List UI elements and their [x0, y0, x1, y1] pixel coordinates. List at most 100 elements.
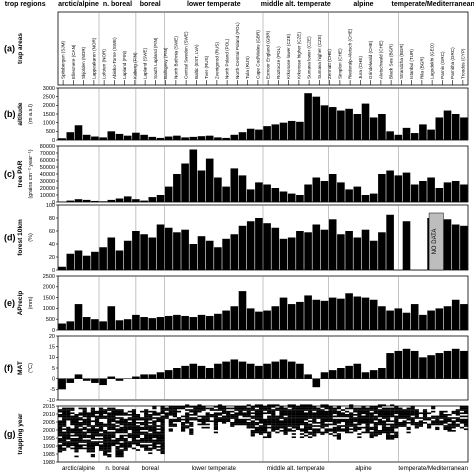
- heat-cell: [418, 412, 423, 415]
- heat-cell: [463, 425, 469, 427]
- site-name: Exmoor England (GBR): [266, 30, 271, 79]
- bar: [123, 196, 132, 202]
- heat-cell: [176, 410, 182, 413]
- heat-cell: [160, 415, 165, 418]
- heat-cell: [140, 410, 145, 413]
- heat-cell: [455, 423, 460, 426]
- heat-cell: [176, 406, 182, 408]
- heat-cell: [357, 418, 362, 421]
- bar: [460, 304, 468, 330]
- heat-cell: [111, 417, 116, 419]
- heat-cell: [148, 410, 153, 413]
- heat-cell: [308, 423, 313, 426]
- bar: [99, 321, 107, 330]
- heat-cell: [271, 423, 276, 426]
- heat-cell: [90, 420, 95, 423]
- heat-cell: [99, 446, 104, 448]
- heat-cell: [402, 417, 407, 419]
- heat-cell: [127, 410, 132, 413]
- heat-cell: [123, 428, 128, 431]
- heat-cell: [345, 420, 350, 423]
- heat-cell: [148, 433, 153, 435]
- site-name: Aletschwald (CHE): [378, 40, 383, 79]
- heat-cell: [258, 407, 264, 410]
- bar: [435, 188, 444, 202]
- heat-cell: [394, 412, 399, 415]
- heat-cell: [299, 409, 305, 411]
- heat-cell: [328, 430, 333, 432]
- heat-cell: [336, 418, 341, 421]
- heat-cell: [455, 417, 460, 419]
- heat-cell: [135, 428, 141, 431]
- heat-cell: [254, 406, 259, 408]
- bar: [304, 232, 312, 270]
- heat-cell: [312, 412, 317, 415]
- heat-cell: [365, 428, 370, 431]
- heat-cell: [349, 418, 354, 421]
- heat-cell: [369, 431, 374, 434]
- bar: [410, 184, 419, 202]
- bar: [328, 219, 337, 270]
- heat-cell: [156, 439, 161, 442]
- heat-cell: [135, 430, 141, 432]
- heat-cell: [316, 414, 321, 416]
- heat-cell: [291, 436, 296, 439]
- heat-cell: [90, 455, 95, 458]
- heat-cell: [99, 422, 104, 424]
- heat-cell: [94, 415, 100, 418]
- heat-cell: [152, 434, 157, 437]
- bar: [369, 240, 378, 270]
- heat-cell: [299, 436, 305, 439]
- heat-cell: [74, 423, 79, 426]
- heat-cell: [107, 407, 112, 410]
- heat-cell: [308, 436, 313, 439]
- heat-cell: [250, 423, 255, 426]
- heat-cell: [123, 446, 128, 448]
- heat-cell: [291, 418, 296, 421]
- heat-cell: [152, 428, 157, 431]
- y-tick-label: 70000: [40, 151, 55, 157]
- heat-cell: [74, 446, 79, 448]
- panel-title: trapping year: [17, 413, 24, 455]
- bar: [156, 372, 165, 379]
- bar: [451, 299, 460, 330]
- bar: [345, 231, 353, 270]
- heat-cell: [160, 434, 165, 437]
- heat-cell: [135, 426, 141, 429]
- heat-cell: [193, 407, 198, 410]
- zone-label-top: trop regions: [5, 1, 46, 8]
- heat-cell: [160, 436, 165, 439]
- bar: [378, 174, 386, 202]
- heat-cell: [365, 418, 370, 421]
- heat-cell: [455, 412, 460, 415]
- heat-cell: [62, 418, 67, 421]
- heat-cell: [66, 409, 71, 411]
- heat-cell: [160, 439, 165, 442]
- site-name: Ballsgevy (FIN): [163, 47, 168, 79]
- heat-cell: [127, 441, 132, 443]
- heat-cell: [246, 422, 251, 424]
- heat-cell: [156, 417, 161, 419]
- heat-cell: [271, 409, 276, 411]
- heat-cell: [144, 447, 149, 450]
- heat-cell: [299, 430, 305, 432]
- heat-cell: [222, 406, 227, 408]
- heat-cell: [119, 434, 124, 437]
- heat-cell: [90, 415, 95, 418]
- site-name: Zvenigorod (RUS): [214, 42, 219, 79]
- heat-cell: [58, 444, 63, 447]
- heat-cell: [349, 417, 354, 419]
- heat-cell: [324, 407, 329, 410]
- heat-cell: [242, 407, 247, 410]
- heat-cell: [74, 420, 79, 423]
- zone-label-bottom: lower temperate: [192, 465, 237, 472]
- heat-cell: [209, 415, 214, 418]
- heat-cell: [463, 407, 469, 410]
- bar: [361, 372, 370, 379]
- heat-cell: [160, 417, 165, 419]
- heat-cell: [176, 407, 182, 410]
- heat-cell: [160, 431, 165, 434]
- heat-cell: [451, 417, 456, 419]
- heat-cell: [451, 412, 456, 415]
- bar: [361, 103, 370, 140]
